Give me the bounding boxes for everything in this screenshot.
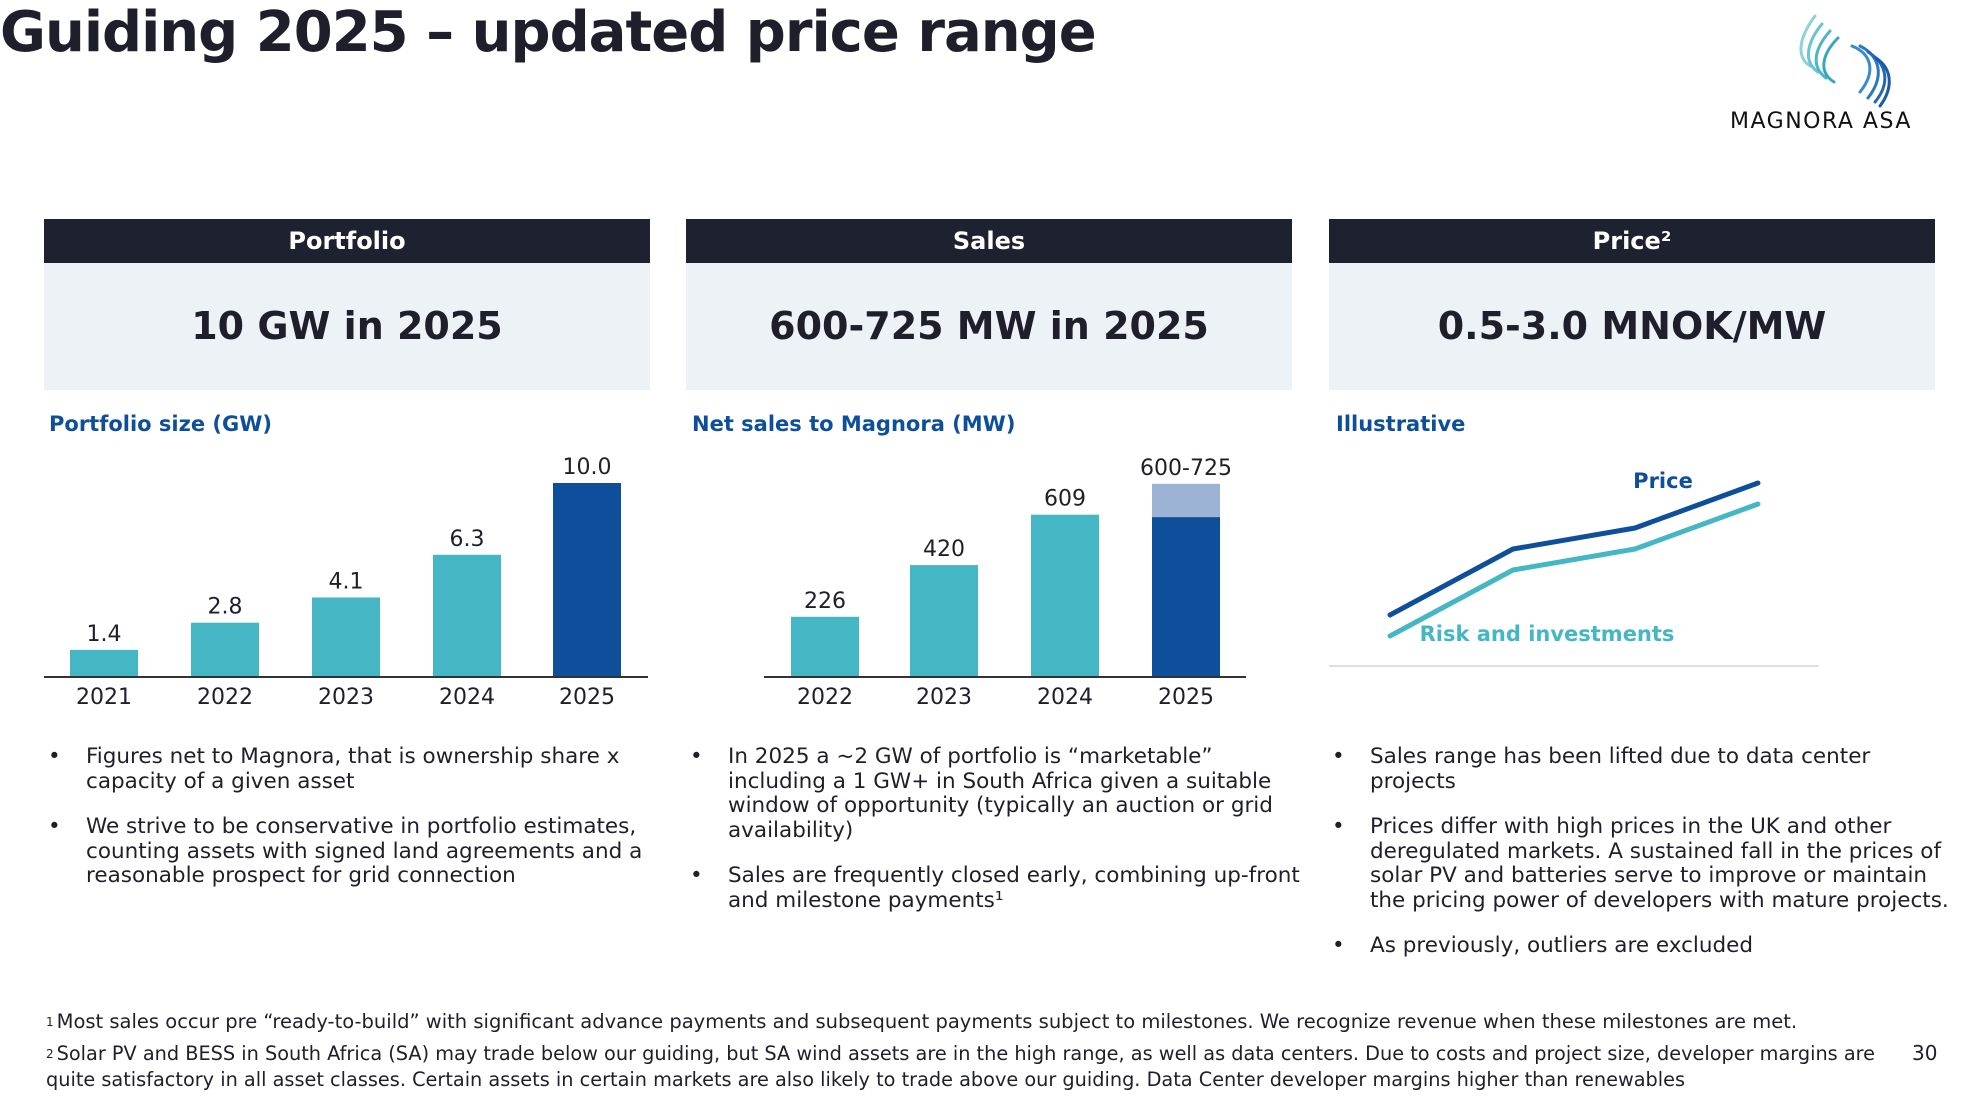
sales-chart-title: Net sales to Magnora (MW) — [692, 412, 1016, 436]
footnote-2: 2 Solar PV and BESS in South Africa (SA) … — [46, 1041, 1876, 1093]
legend-risk: Risk and investments — [1420, 622, 1675, 646]
line-risk — [1387, 501, 1761, 639]
bullet-item: • As previously, outliers are excluded — [1332, 933, 1754, 958]
logo-swirl-icon: MAGNORA ASA — [1730, 14, 1912, 134]
legend-price: Price — [1633, 469, 1693, 493]
footnote-1: 1 Most sales occur pre “ready-to-build” w… — [46, 1009, 1886, 1035]
portfolio-kpi: 10 GW in 2025 — [44, 263, 650, 390]
footnote-text: Solar PV and BESS in South Africa (SA) m… — [46, 1042, 1876, 1091]
portfolio-header: Portfolio — [44, 219, 650, 263]
data-label: 1.4 — [87, 622, 122, 647]
price-kpi: 0.5-3.0 MNOK/MW — [1329, 263, 1935, 390]
bar-2025 — [553, 483, 621, 677]
data-label: 2.8 — [208, 595, 243, 620]
page-number: 30 — [1912, 1041, 1938, 1065]
sales-bar-chart: 226 2022 420 2023 609 2024 600-725 2025 — [764, 456, 1246, 710]
magnora-logo: MAGNORA ASA — [1720, 6, 1960, 136]
portfolio-bullets: • Figures net to Magnora, that is ownersh… — [48, 744, 648, 910]
logo-text: MAGNORA ASA — [1730, 109, 1912, 134]
x-tick-label: 2022 — [197, 685, 253, 710]
page-title: Guiding 2025 – updated price range — [0, 0, 1097, 65]
data-label: 600-725 — [1140, 456, 1232, 481]
price-bullets: • Sales range has been lifted due to data… — [1332, 744, 1952, 980]
bullet-item: • Sales range has been lifted due to data… — [1332, 744, 1871, 794]
data-label: 226 — [804, 589, 846, 614]
x-tick-label: 2025 — [1158, 685, 1214, 710]
footnote-mark: 1 — [46, 1015, 54, 1029]
data-label: 6.3 — [450, 527, 485, 552]
bullet-text: Figures net to Magnora, that is ownershi… — [86, 744, 620, 794]
price-chart-title: Illustrative — [1336, 412, 1466, 436]
x-tick-label: 2022 — [797, 685, 853, 710]
bar-2022 — [191, 622, 259, 677]
price-header: Price² — [1329, 219, 1935, 263]
bullet-text: In 2025 a ~2 GW of portfolio is “marketa… — [728, 744, 1273, 843]
data-label: 4.1 — [329, 569, 364, 594]
price-line-chart: Price Risk and investments — [1329, 469, 1819, 667]
x-tick-label: 2024 — [439, 685, 495, 710]
bullet-text: We strive to be conservative in portfoli… — [86, 814, 643, 888]
x-tick-label: 2021 — [76, 685, 132, 710]
bullet-text: Sales are frequently closed early, combi… — [728, 863, 1300, 913]
bullet-item: • Sales are frequently closed early, comb… — [690, 863, 1300, 913]
bar-2024 — [433, 554, 501, 677]
sales-bullets: • In 2025 a ~2 GW of portfolio is “market… — [690, 744, 1300, 934]
x-tick-label: 2023 — [916, 685, 972, 710]
bar-2022 — [791, 616, 859, 677]
data-label: 609 — [1044, 487, 1086, 512]
portfolio-chart-title: Portfolio size (GW) — [49, 412, 272, 436]
x-tick-label: 2024 — [1037, 685, 1093, 710]
portfolio-bar-chart: 1.4 2021 2.8 2022 4.1 2023 6.3 2024 10.0 2025 — [44, 455, 648, 710]
data-label: 420 — [923, 537, 965, 562]
bar-2023 — [312, 597, 380, 677]
bar-range — [1152, 483, 1220, 518]
footnote-mark: 2 — [46, 1047, 54, 1061]
line-price — [1387, 480, 1761, 618]
data-label: 10.0 — [563, 455, 612, 480]
bullet-text: As previously, outliers are excluded — [1370, 933, 1754, 958]
bullet-item: • Prices differ with high prices in the U… — [1332, 814, 1949, 913]
bullet-item: • Figures net to Magnora, that is ownersh… — [48, 744, 620, 794]
bullet-item: • We strive to be conservative in portfol… — [48, 814, 643, 888]
bar-2024 — [1031, 514, 1099, 677]
sales-header: Sales — [686, 219, 1292, 263]
bullet-text: Prices differ with high prices in the UK… — [1370, 814, 1949, 913]
bullet-item: • In 2025 a ~2 GW of portfolio is “market… — [690, 744, 1273, 843]
sales-kpi: 600-725 MW in 2025 — [686, 263, 1292, 390]
footnote-text: Most sales occur pre “ready-to-build” wi… — [56, 1010, 1798, 1033]
bullet-text: Sales range has been lifted due to data … — [1370, 744, 1871, 794]
bar-2023 — [910, 565, 978, 677]
x-tick-label: 2023 — [318, 685, 374, 710]
bar-2025 — [1152, 517, 1220, 677]
bar-2021 — [70, 649, 138, 677]
x-tick-label: 2025 — [559, 685, 615, 710]
